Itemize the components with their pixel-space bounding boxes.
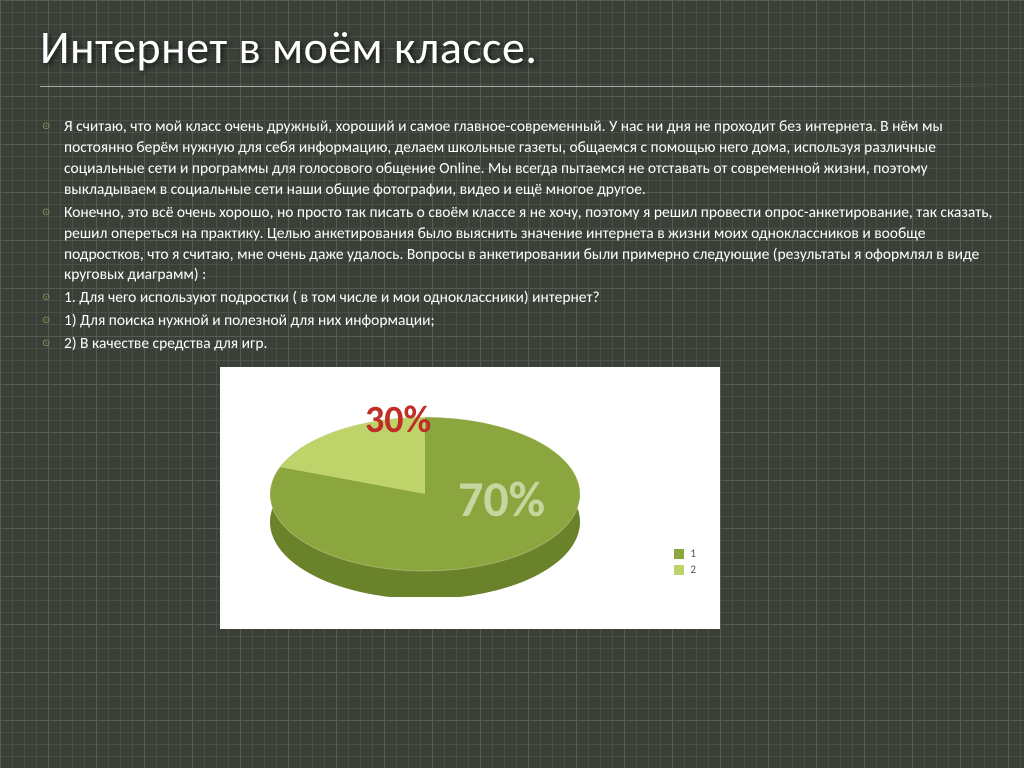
legend-item: 2 <box>674 563 696 576</box>
legend-label: 1 <box>690 547 696 560</box>
slice-label-30: 30% <box>365 397 431 443</box>
list-item: 2) В качестве средства для игр. <box>64 334 996 355</box>
slide-title: Интернет в моём классе. <box>40 20 996 76</box>
legend-label: 2 <box>690 563 696 576</box>
legend-swatch <box>674 549 684 559</box>
slice-label-70: 70% <box>458 469 545 530</box>
list-item: Конечно, это всё очень хорошо, но просто… <box>64 203 996 287</box>
body-bullets: Я считаю, что мой класс очень дружный, х… <box>40 117 996 355</box>
list-item: 1. Для чего используют подростки ( в том… <box>64 288 996 309</box>
pie-container: 30% 70% <box>270 397 580 597</box>
list-item: Я считаю, что мой класс очень дружный, х… <box>64 117 996 201</box>
legend-swatch <box>674 565 684 575</box>
legend-item: 1 <box>674 547 696 560</box>
chart-legend: 1 2 <box>674 544 696 579</box>
title-divider <box>40 86 996 87</box>
list-item: 1) Для поиска нужной и полезной для них … <box>64 311 996 332</box>
pie-chart: 30% 70% 1 2 <box>220 367 720 629</box>
